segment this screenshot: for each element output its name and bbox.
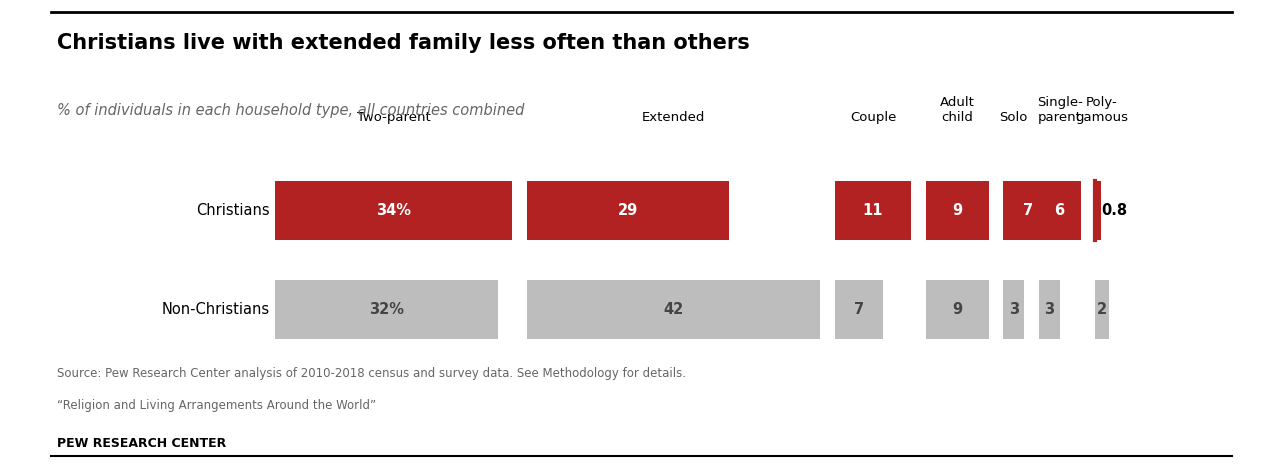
Text: 32%: 32% — [370, 302, 404, 317]
Bar — [834, 280, 884, 339]
Text: 29: 29 — [618, 203, 639, 218]
Text: “Religion and Living Arrangements Around the World”: “Religion and Living Arrangements Around… — [57, 400, 376, 413]
Text: Extended: Extended — [641, 111, 705, 124]
Text: Solo: Solo — [999, 111, 1027, 124]
Text: Two-parent: Two-parent — [357, 111, 431, 124]
Text: 3: 3 — [1044, 302, 1054, 317]
Text: Single-
parent: Single- parent — [1036, 96, 1082, 124]
Bar — [926, 280, 988, 339]
Bar — [1039, 181, 1081, 240]
Text: Poly-
gamous: Poly- gamous — [1076, 96, 1129, 124]
Text: 9: 9 — [952, 203, 963, 218]
Bar — [1003, 181, 1052, 240]
Text: Source: Pew Research Center analysis of 2010-2018 census and survey data. See Me: Source: Pew Research Center analysis of … — [57, 367, 686, 380]
Text: 0.8: 0.8 — [1101, 203, 1126, 218]
Bar — [834, 181, 912, 240]
Text: Non-Christians: Non-Christians — [163, 302, 271, 317]
Text: 34%: 34% — [376, 203, 411, 218]
Text: 7: 7 — [853, 302, 864, 317]
Bar — [1095, 181, 1101, 240]
Text: Christians live with extended family less often than others: Christians live with extended family les… — [57, 33, 749, 53]
Bar — [1003, 280, 1024, 339]
Bar — [276, 181, 512, 240]
Text: 9: 9 — [952, 302, 963, 317]
Bar — [527, 280, 820, 339]
Text: Adult
child: Adult child — [940, 96, 974, 124]
Text: 3: 3 — [1008, 302, 1019, 317]
Text: % of individuals in each household type, all countries combined: % of individuals in each household type,… — [57, 103, 525, 118]
Text: 7: 7 — [1022, 203, 1033, 218]
Bar — [1039, 280, 1059, 339]
Text: Christians: Christians — [197, 203, 271, 218]
Bar — [527, 181, 729, 240]
Bar — [1095, 280, 1109, 339]
Text: PEW RESEARCH CENTER: PEW RESEARCH CENTER — [57, 437, 226, 450]
Text: 11: 11 — [862, 203, 883, 218]
Text: 6: 6 — [1054, 203, 1064, 218]
Bar — [276, 280, 498, 339]
Bar — [926, 181, 988, 240]
Text: Couple: Couple — [850, 111, 897, 124]
Text: 2: 2 — [1097, 302, 1107, 317]
Text: 42: 42 — [663, 302, 683, 317]
